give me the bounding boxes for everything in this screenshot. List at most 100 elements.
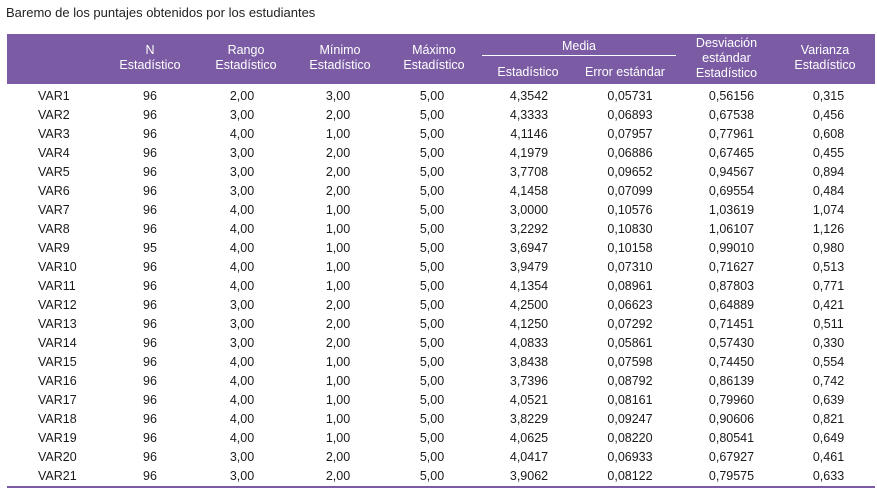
- table-cell: 4,00: [229, 412, 255, 426]
- table-header: N Estadístico Rango Estadístico Mínimo E…: [7, 34, 875, 84]
- header-maximo-sub: Estadístico: [403, 58, 465, 72]
- table-cell: 0,99010: [708, 241, 755, 255]
- table-cell: 96: [143, 374, 157, 388]
- table-cell: 0,64889: [708, 298, 755, 312]
- table-row: VAR6 96 3,00 2,00 5,00 4,1458 0,07099 0,69554 0,…: [7, 182, 875, 201]
- table-row: VAR2 96 3,00 2,00 5,00 4,3333 0,06893 0,67538 0,…: [7, 106, 875, 125]
- table-row: VAR13 96 3,00 2,00 5,00 4,1250 0,07292 0,71451 0…: [7, 315, 875, 334]
- header-desviacion-l2: estándar: [702, 51, 751, 65]
- table-cell: 1,00: [325, 127, 351, 141]
- table-cell: 0,06933: [607, 450, 653, 464]
- table-row: VAR15 96 4,00 1,00 5,00 3,8438 0,07598 0,74450 0…: [7, 353, 875, 372]
- table-row: VAR17 96 4,00 1,00 5,00 4,0521 0,08161 0,79960 0…: [7, 391, 875, 410]
- table-cell: 0,05861: [607, 336, 653, 350]
- table-cell: 4,00: [229, 431, 255, 445]
- table-row: VAR1 96 2,00 3,00 5,00 4,3542 0,05731 0,56156 0,…: [7, 87, 875, 106]
- header-varianza-l1: Varianza: [800, 43, 850, 57]
- row-variable: VAR10: [38, 260, 77, 274]
- header-n-label: N: [145, 43, 155, 57]
- header-media-estadistico: Estadístico: [497, 65, 559, 79]
- table-cell: 0,86139: [708, 374, 755, 388]
- header-maximo-label: Máximo: [412, 43, 456, 57]
- table-cell: 0,484: [812, 184, 845, 198]
- table-cell: 2,00: [325, 108, 351, 122]
- table-cell: 0,71627: [708, 260, 755, 274]
- table-cell: 5,00: [419, 146, 445, 160]
- table-row: VAR19 96 4,00 1,00 5,00 4,0625 0,08220 0,80541 0…: [7, 429, 875, 448]
- table-cell: 4,3542: [509, 89, 549, 103]
- table-cell: 96: [143, 203, 157, 217]
- table-cell: 96: [143, 108, 157, 122]
- table-cell: 5,00: [419, 260, 445, 274]
- table-cell: 0,08122: [607, 469, 653, 483]
- table-cell: 3,6947: [509, 241, 549, 255]
- table-cell: 2,00: [325, 298, 351, 312]
- header-n-sub: Estadístico: [119, 58, 181, 72]
- table-row: VAR18 96 4,00 1,00 5,00 3,8229 0,09247 0,90606 0…: [7, 410, 875, 429]
- table-row: VAR4 96 3,00 2,00 5,00 4,1979 0,06886 0,67465 0,…: [7, 144, 875, 163]
- table-cell: 0,09247: [607, 412, 653, 426]
- table-row: VAR11 96 4,00 1,00 5,00 4,1354 0,08961 0,87803 0…: [7, 277, 875, 296]
- header-media-error: Error estándar: [585, 65, 665, 79]
- table-cell: 96: [143, 469, 157, 483]
- table-cell: 5,00: [419, 374, 445, 388]
- header-rango: Rango Estadístico: [201, 43, 291, 73]
- table-cell: 5,00: [419, 412, 445, 426]
- table-cell: 0,08792: [607, 374, 653, 388]
- table-cell: 0,06623: [607, 298, 653, 312]
- table-cell: 0,633: [812, 469, 845, 483]
- table-cell: 3,7396: [509, 374, 549, 388]
- table-cell: 4,00: [229, 279, 255, 293]
- table-bottom-rule: [7, 486, 875, 488]
- table-cell: 0,57430: [708, 336, 755, 350]
- media-divider: [482, 55, 676, 56]
- row-variable: VAR21: [38, 469, 77, 483]
- row-variable: VAR9: [38, 241, 70, 255]
- table-cell: 3,8229: [509, 412, 549, 426]
- table-row: VAR5 96 3,00 2,00 5,00 3,7708 0,09652 0,94567 0,…: [7, 163, 875, 182]
- table-cell: 3,9479: [509, 260, 549, 274]
- header-rango-label: Rango: [227, 43, 265, 57]
- header-desviacion: Desviación estándar Estadístico: [676, 36, 777, 81]
- row-variable: VAR19: [38, 431, 77, 445]
- table-row: VAR3 96 4,00 1,00 5,00 4,1146 0,07957 0,77961 0,…: [7, 125, 875, 144]
- table-cell: 96: [143, 412, 157, 426]
- header-desviacion-l3: Estadístico: [695, 66, 758, 80]
- table-cell: 0,742: [812, 374, 845, 388]
- row-variable: VAR11: [38, 279, 76, 293]
- table-cell: 4,00: [229, 203, 255, 217]
- table-cell: 0,06886: [607, 146, 653, 160]
- table-cell: 3,00: [229, 469, 255, 483]
- table-cell: 3,00: [229, 184, 255, 198]
- header-media: Media: [561, 39, 597, 53]
- row-variable: VAR4: [38, 146, 70, 160]
- table-cell: 1,03619: [708, 203, 755, 217]
- table-cell: 0,56156: [708, 89, 755, 103]
- table-cell: 0,08161: [607, 393, 653, 407]
- table-cell: 4,00: [229, 374, 255, 388]
- table-cell: 4,00: [229, 127, 255, 141]
- table-row: VAR12 96 3,00 2,00 5,00 4,2500 0,06623 0,64889 0…: [7, 296, 875, 315]
- table-cell: 96: [143, 127, 157, 141]
- table-cell: 0,461: [812, 450, 845, 464]
- table-cell: 0,07598: [607, 355, 653, 369]
- table-cell: 96: [143, 165, 157, 179]
- table-row: VAR8 96 4,00 1,00 5,00 3,2292 0,10830 1,06107 1,…: [7, 220, 875, 239]
- table-cell: 96: [143, 222, 157, 236]
- table-cell: 0,07292: [607, 317, 653, 331]
- table-cell: 0,05731: [607, 89, 653, 103]
- table-cell: 0,456: [812, 108, 845, 122]
- table-cell: 96: [143, 260, 157, 274]
- table-cell: 1,126: [812, 222, 845, 236]
- table-cell: 3,7708: [509, 165, 549, 179]
- row-variable: VAR12: [38, 298, 77, 312]
- header-desviacion-l1: Desviación: [695, 36, 758, 50]
- table-cell: 0,315: [812, 89, 845, 103]
- table-cell: 1,00: [325, 222, 351, 236]
- table-cell: 5,00: [419, 184, 445, 198]
- table-cell: 96: [143, 336, 157, 350]
- row-variable: VAR13: [38, 317, 77, 331]
- table-cell: 2,00: [325, 317, 351, 331]
- table-cell: 1,00: [325, 241, 351, 255]
- table-cell: 4,0625: [509, 431, 549, 445]
